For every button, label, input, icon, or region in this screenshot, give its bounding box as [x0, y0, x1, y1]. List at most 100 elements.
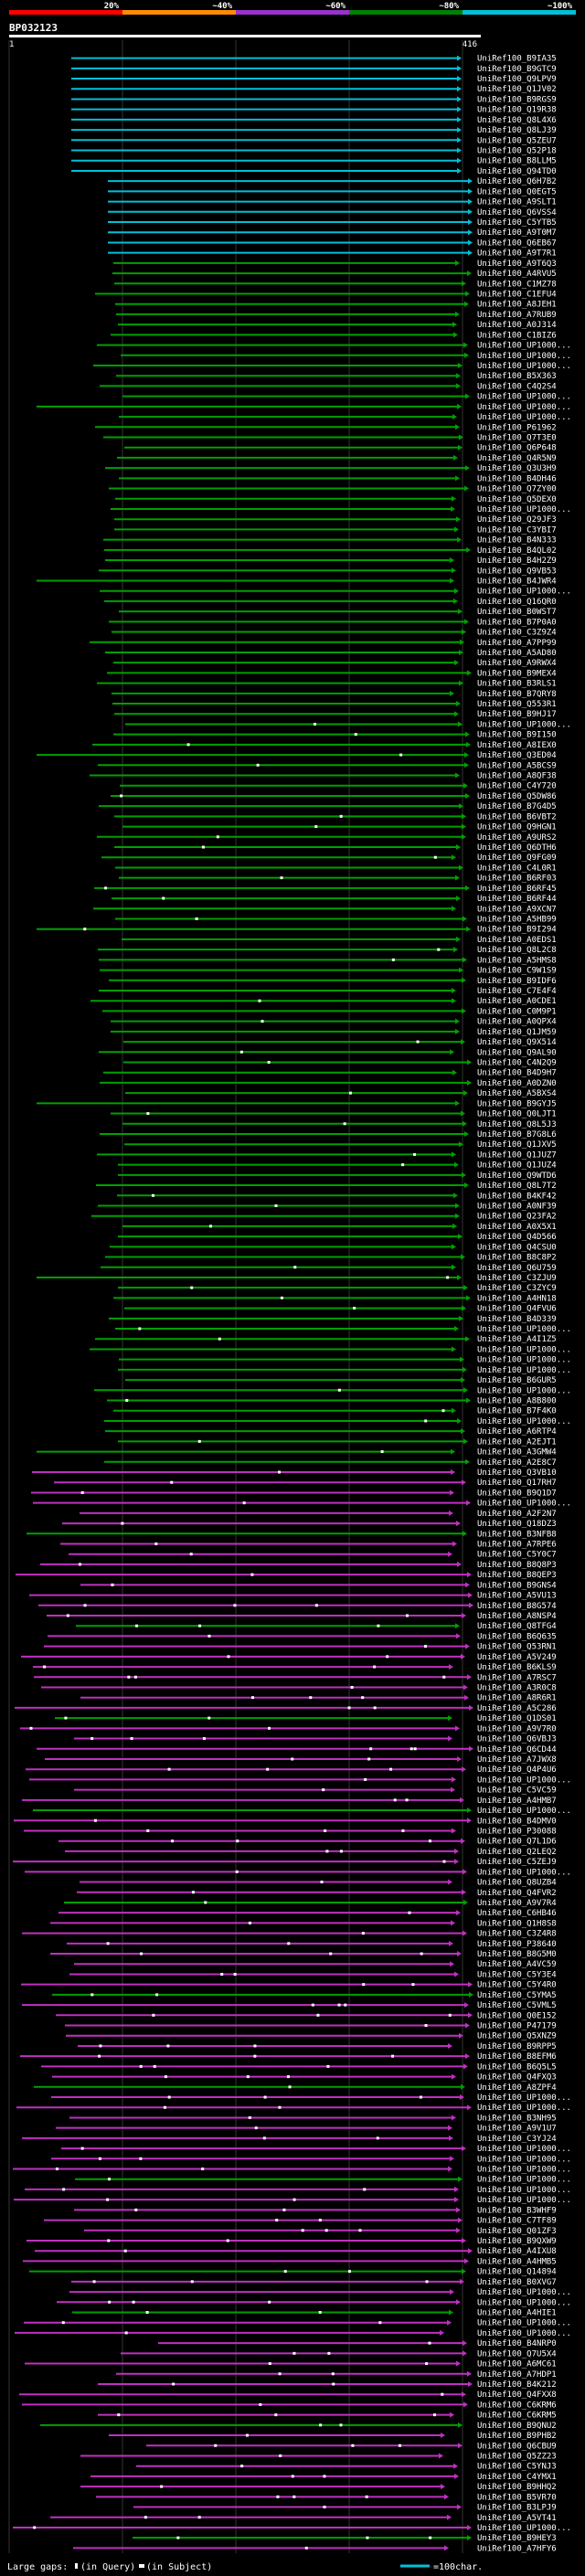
hit-label[interactable]: UniRef100_C5Y3E4: [477, 1970, 557, 1979]
hit-label[interactable]: UniRef100_B4KF42: [477, 1192, 557, 1201]
hit-label[interactable]: UniRef100_A8JEH1: [477, 301, 557, 310]
hit-label[interactable]: UniRef100_A5AD80: [477, 649, 557, 658]
hit-label[interactable]: UniRef100_A4HIE1: [477, 2308, 557, 2317]
hit-label[interactable]: UniRef100_UP1000...: [477, 2196, 571, 2205]
hit-label[interactable]: UniRef100_C5Y4R0: [477, 1981, 557, 1990]
hit-label[interactable]: UniRef100_C4YMX1: [477, 2473, 557, 2482]
hit-label[interactable]: UniRef100_Q4CSU0: [477, 1243, 557, 1252]
hit-label[interactable]: UniRef100_C3Z9Z4: [477, 629, 557, 638]
hit-label[interactable]: UniRef100_A0CDE1: [477, 997, 557, 1006]
hit-label[interactable]: UniRef100_P61962: [477, 423, 557, 432]
hit-label[interactable]: UniRef100_A5V249: [477, 1653, 557, 1662]
hit-label[interactable]: UniRef100_B6GUR5: [477, 1376, 557, 1385]
hit-label[interactable]: UniRef100_UP1000...: [477, 362, 571, 371]
hit-label[interactable]: UniRef100_Q6CBU9: [477, 2442, 557, 2451]
hit-label[interactable]: UniRef100_Q3VB10: [477, 1468, 557, 1478]
hit-label[interactable]: UniRef100_A4HN18: [477, 1294, 557, 1303]
hit-label[interactable]: UniRef100_A5BCS9: [477, 761, 557, 770]
hit-label[interactable]: UniRef100_Q6EB67: [477, 239, 557, 248]
hit-label[interactable]: UniRef100_C4Q2S4: [477, 382, 557, 391]
hit-label[interactable]: UniRef100_A9V1U7: [477, 2125, 557, 2134]
hit-label[interactable]: UniRef100_A5BXS4: [477, 1089, 557, 1098]
hit-label[interactable]: UniRef100_Q553R1: [477, 700, 557, 709]
hit-label[interactable]: UniRef100_UP1000...: [477, 2298, 571, 2307]
hit-label[interactable]: UniRef100_A9T6Q3: [477, 260, 557, 269]
hit-label[interactable]: UniRef100_B8QEP3: [477, 1571, 557, 1580]
hit-label[interactable]: UniRef100_A5C286: [477, 1704, 557, 1713]
hit-label[interactable]: UniRef100_Q9X514: [477, 1038, 557, 1047]
hit-label[interactable]: UniRef100_Q7ZY00: [477, 485, 557, 494]
hit-label[interactable]: UniRef100_B4N333: [477, 536, 557, 546]
hit-label[interactable]: UniRef100_C1BIZ6: [477, 331, 557, 340]
hit-label[interactable]: UniRef100_UP1000...: [477, 1500, 571, 1509]
hit-label[interactable]: UniRef100_Q14894: [477, 2268, 557, 2277]
hit-label[interactable]: UniRef100_Q5ZZ23: [477, 2452, 557, 2461]
hit-label[interactable]: UniRef100_A9T0M7: [477, 228, 557, 238]
hit-label[interactable]: UniRef100_B9IDF6: [477, 977, 557, 986]
hit-label[interactable]: UniRef100_B6KLS9: [477, 1663, 557, 1672]
hit-label[interactable]: UniRef100_Q9HGN1: [477, 823, 557, 832]
hit-label[interactable]: UniRef100_A4HMB7: [477, 1797, 557, 1806]
hit-label[interactable]: UniRef100_Q6H7B2: [477, 177, 557, 186]
hit-label[interactable]: UniRef100_UP1000...: [477, 588, 571, 597]
hit-label[interactable]: UniRef100_Q6P648: [477, 444, 557, 453]
hit-label[interactable]: UniRef100_B9PHB2: [477, 2432, 557, 2441]
hit-label[interactable]: UniRef100_C7E4F4: [477, 987, 557, 996]
hit-label[interactable]: UniRef100_A7RSC7: [477, 1673, 557, 1682]
hit-label[interactable]: UniRef100_B8G574: [477, 1602, 557, 1611]
hit-label[interactable]: UniRef100_B0WST7: [477, 608, 557, 617]
hit-label[interactable]: UniRef100_A7HDP1: [477, 2370, 557, 2380]
hit-label[interactable]: UniRef100_Q4FVR2: [477, 1889, 557, 1898]
hit-label[interactable]: UniRef100_A7JWX8: [477, 1755, 557, 1765]
hit-label[interactable]: UniRef100_Q5DEX0: [477, 495, 557, 504]
hit-label[interactable]: UniRef100_C7TF89: [477, 2217, 557, 2226]
hit-label[interactable]: UniRef100_Q7L1D6: [477, 1838, 557, 1847]
hit-label[interactable]: UniRef100_C3Z4R8: [477, 1930, 557, 1939]
hit-label[interactable]: UniRef100_B3WHF9: [477, 2206, 557, 2215]
hit-label[interactable]: UniRef100_B0XVG7: [477, 2278, 557, 2287]
hit-label[interactable]: UniRef100_P30088: [477, 1827, 557, 1836]
hit-label[interactable]: UniRef100_Q53RN1: [477, 1643, 557, 1652]
hit-label[interactable]: UniRef100_C5YNJ3: [477, 2463, 557, 2472]
hit-label[interactable]: UniRef100_Q5ZEU7: [477, 136, 557, 145]
hit-label[interactable]: UniRef100_B9GYJ5: [477, 1099, 557, 1108]
hit-label[interactable]: UniRef100_B7QRY8: [477, 690, 557, 699]
hit-label[interactable]: UniRef100_B7P0A0: [477, 618, 557, 627]
hit-label[interactable]: UniRef100_UP1000...: [477, 2155, 571, 2164]
hit-label[interactable]: UniRef100_Q4FXX8: [477, 2390, 557, 2400]
hit-label[interactable]: UniRef100_B9HHQ2: [477, 2483, 557, 2492]
hit-label[interactable]: UniRef100_A9V7R0: [477, 1724, 557, 1733]
hit-label[interactable]: UniRef100_UP1000...: [477, 1807, 571, 1816]
hit-label[interactable]: UniRef100_A0QPX4: [477, 1018, 557, 1027]
hit-label[interactable]: UniRef100_B4K212: [477, 2380, 557, 2390]
hit-label[interactable]: UniRef100_UP1000...: [477, 2166, 571, 2175]
hit-label[interactable]: UniRef100_Q16QR0: [477, 598, 557, 607]
hit-label[interactable]: UniRef100_A7HFY6: [477, 2544, 557, 2553]
hit-label[interactable]: UniRef100_A5HB99: [477, 916, 557, 925]
hit-label[interactable]: UniRef100_Q4R5N9: [477, 454, 557, 463]
hit-label[interactable]: UniRef100_A7RPE6: [477, 1541, 557, 1550]
hit-label[interactable]: UniRef100_C9W1S9: [477, 967, 557, 976]
hit-label[interactable]: UniRef100_UP1000...: [477, 1325, 571, 1334]
hit-label[interactable]: UniRef100_C5YTB5: [477, 218, 557, 228]
hit-label[interactable]: UniRef100_Q8L4X6: [477, 116, 557, 125]
hit-label[interactable]: UniRef100_C5YMA5: [477, 1991, 557, 2000]
hit-label[interactable]: UniRef100_B6VBT2: [477, 812, 557, 822]
hit-label[interactable]: UniRef100_C3YBI7: [477, 525, 557, 535]
hit-label[interactable]: UniRef100_UP1000...: [477, 413, 571, 422]
hit-label[interactable]: UniRef100_A8NSP4: [477, 1612, 557, 1621]
hit-label[interactable]: UniRef100_Q5XNZ9: [477, 2032, 557, 2041]
hit-label[interactable]: UniRef100_A2E8C7: [477, 1458, 557, 1468]
hit-label[interactable]: UniRef100_C4L0R1: [477, 864, 557, 873]
hit-label[interactable]: UniRef100_B9I150: [477, 731, 557, 740]
hit-label[interactable]: UniRef100_P38640: [477, 1940, 557, 1949]
hit-label[interactable]: UniRef100_C6HB46: [477, 1909, 557, 1918]
hit-label[interactable]: UniRef100_B7F4K0: [477, 1407, 557, 1416]
hit-label[interactable]: UniRef100_B9Q1D7: [477, 1489, 557, 1498]
hit-label[interactable]: UniRef100_B4NRP0: [477, 2339, 557, 2348]
hit-label[interactable]: UniRef100_C3ZJU9: [477, 1274, 557, 1283]
hit-label[interactable]: UniRef100_C1EFU4: [477, 291, 557, 300]
hit-label[interactable]: UniRef100_A9V7R4: [477, 1899, 557, 1908]
hit-label[interactable]: UniRef100_A0X5X1: [477, 1223, 557, 1232]
hit-label[interactable]: UniRef100_C3YJ24: [477, 2135, 557, 2144]
